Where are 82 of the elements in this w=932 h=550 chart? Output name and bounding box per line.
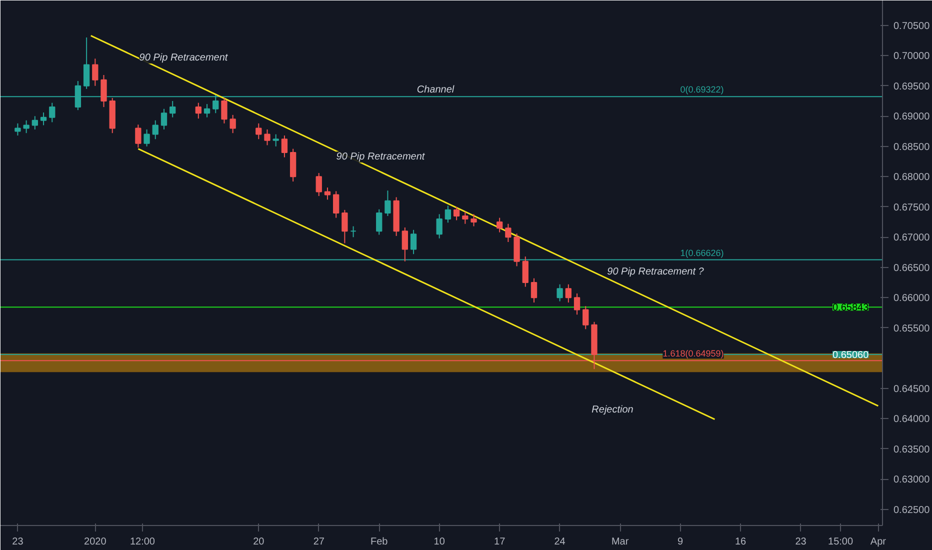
candlestick	[582, 306, 589, 330]
candlestick	[40, 112, 47, 126]
y-tick-label: 0.67000	[894, 232, 930, 244]
candlestick	[410, 229, 417, 255]
x-tick-label: 24	[554, 536, 566, 548]
y-tick-label: 0.69000	[894, 112, 930, 123]
x-tick-label: 23	[12, 536, 24, 548]
candlestick	[92, 58, 98, 86]
candlestick	[272, 134, 279, 147]
candlestick	[402, 226, 408, 262]
candlestick	[256, 122, 262, 140]
candlestick	[281, 135, 288, 158]
candlestick	[221, 97, 228, 124]
candlestick	[23, 120, 30, 134]
x-tick-label: Mar	[611, 536, 630, 548]
annotation: Channel	[416, 84, 455, 96]
candlestick	[135, 124, 142, 148]
y-tick-label: 0.65500	[894, 323, 930, 334]
candlestick	[264, 128, 270, 146]
y-tick-label: 0.66500	[894, 262, 930, 274]
candlestick	[342, 209, 348, 244]
x-tick-label: 16	[734, 536, 747, 548]
candlestick	[170, 100, 176, 118]
candlestick	[565, 284, 572, 304]
x-tick-label: 2020	[84, 536, 107, 548]
candlestick	[49, 102, 56, 123]
y-tick-label: 0.62500	[894, 504, 930, 516]
candlestick	[144, 128, 150, 147]
y-tick-label: 0.68000	[894, 172, 930, 184]
x-tick-label: 15:00	[828, 536, 854, 548]
candlestick	[530, 278, 538, 304]
y-tick-label: 0.67500	[894, 202, 930, 214]
candlestick	[83, 36, 90, 90]
x-tick-label: 12:00	[130, 536, 156, 548]
y-tick-label: 0.68500	[894, 142, 930, 153]
annotation: 90 Pip Retracement ?	[607, 266, 704, 278]
ref-line-label: 1.618(0.64959)	[662, 348, 724, 359]
candlestick	[100, 74, 107, 108]
candlestick	[316, 172, 322, 197]
ref-line-label: 0(0.69322)	[680, 84, 724, 95]
ref-line-label: 1(0.66626)	[680, 248, 724, 258]
candlestick	[376, 208, 382, 236]
x-tick-label: 23	[795, 536, 807, 548]
candlestick	[350, 226, 356, 238]
candlestick	[384, 190, 391, 216]
candlestick	[152, 120, 158, 140]
y-tick-label: 0.70500	[894, 20, 930, 32]
candlestick	[14, 122, 21, 136]
y-tick-label: 0.63500	[894, 444, 930, 456]
y-tick-label: 0.69500	[894, 81, 930, 92]
y-tick-label: 0.64500	[894, 384, 930, 395]
candlestick	[32, 116, 38, 130]
x-tick-label: 27	[313, 536, 325, 548]
annotation: 90 Pip Retracement	[336, 152, 426, 162]
annotation: Rejection	[592, 404, 634, 416]
candlestick	[522, 256, 528, 288]
y-tick-label: 0.70000	[894, 51, 930, 62]
candlestick	[160, 108, 168, 130]
candlestick	[462, 211, 468, 224]
candlestick	[470, 214, 477, 227]
candlestick	[574, 292, 580, 316]
candlestick	[204, 104, 210, 118]
annotation: 90 Pip Retracement	[139, 52, 229, 64]
x-tick-label: Apr	[870, 536, 887, 548]
candlestick	[556, 284, 563, 302]
y-tick-label: 0.64000	[894, 414, 930, 426]
candlestick	[444, 205, 452, 224]
candlestick	[496, 217, 503, 233]
x-tick-label: Feb	[370, 536, 388, 548]
candlestick	[333, 190, 340, 218]
candlestick	[436, 214, 442, 239]
x-tick-label: 9	[678, 536, 684, 548]
candlestick	[195, 102, 202, 120]
candlestick	[324, 187, 331, 200]
candlestick	[453, 206, 460, 221]
y-tick-label: 0.63000	[894, 474, 930, 486]
candlestick	[230, 114, 236, 134]
x-tick-label: 20	[253, 536, 265, 548]
y-tick-label: 0.66000	[894, 293, 930, 304]
candlestick	[505, 223, 512, 242]
x-tick-label: 17	[494, 536, 506, 548]
x-tick-label: 10	[434, 536, 446, 548]
